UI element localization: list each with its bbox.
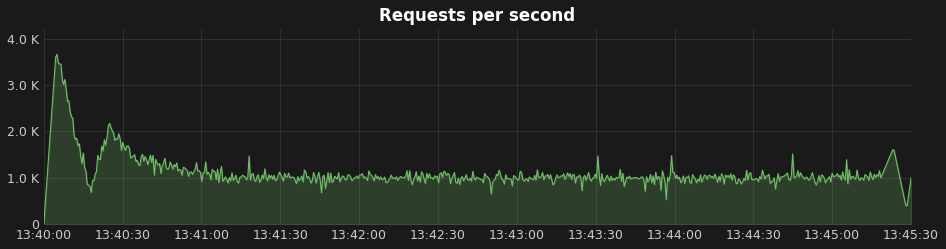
- Title: Requests per second: Requests per second: [379, 7, 575, 25]
